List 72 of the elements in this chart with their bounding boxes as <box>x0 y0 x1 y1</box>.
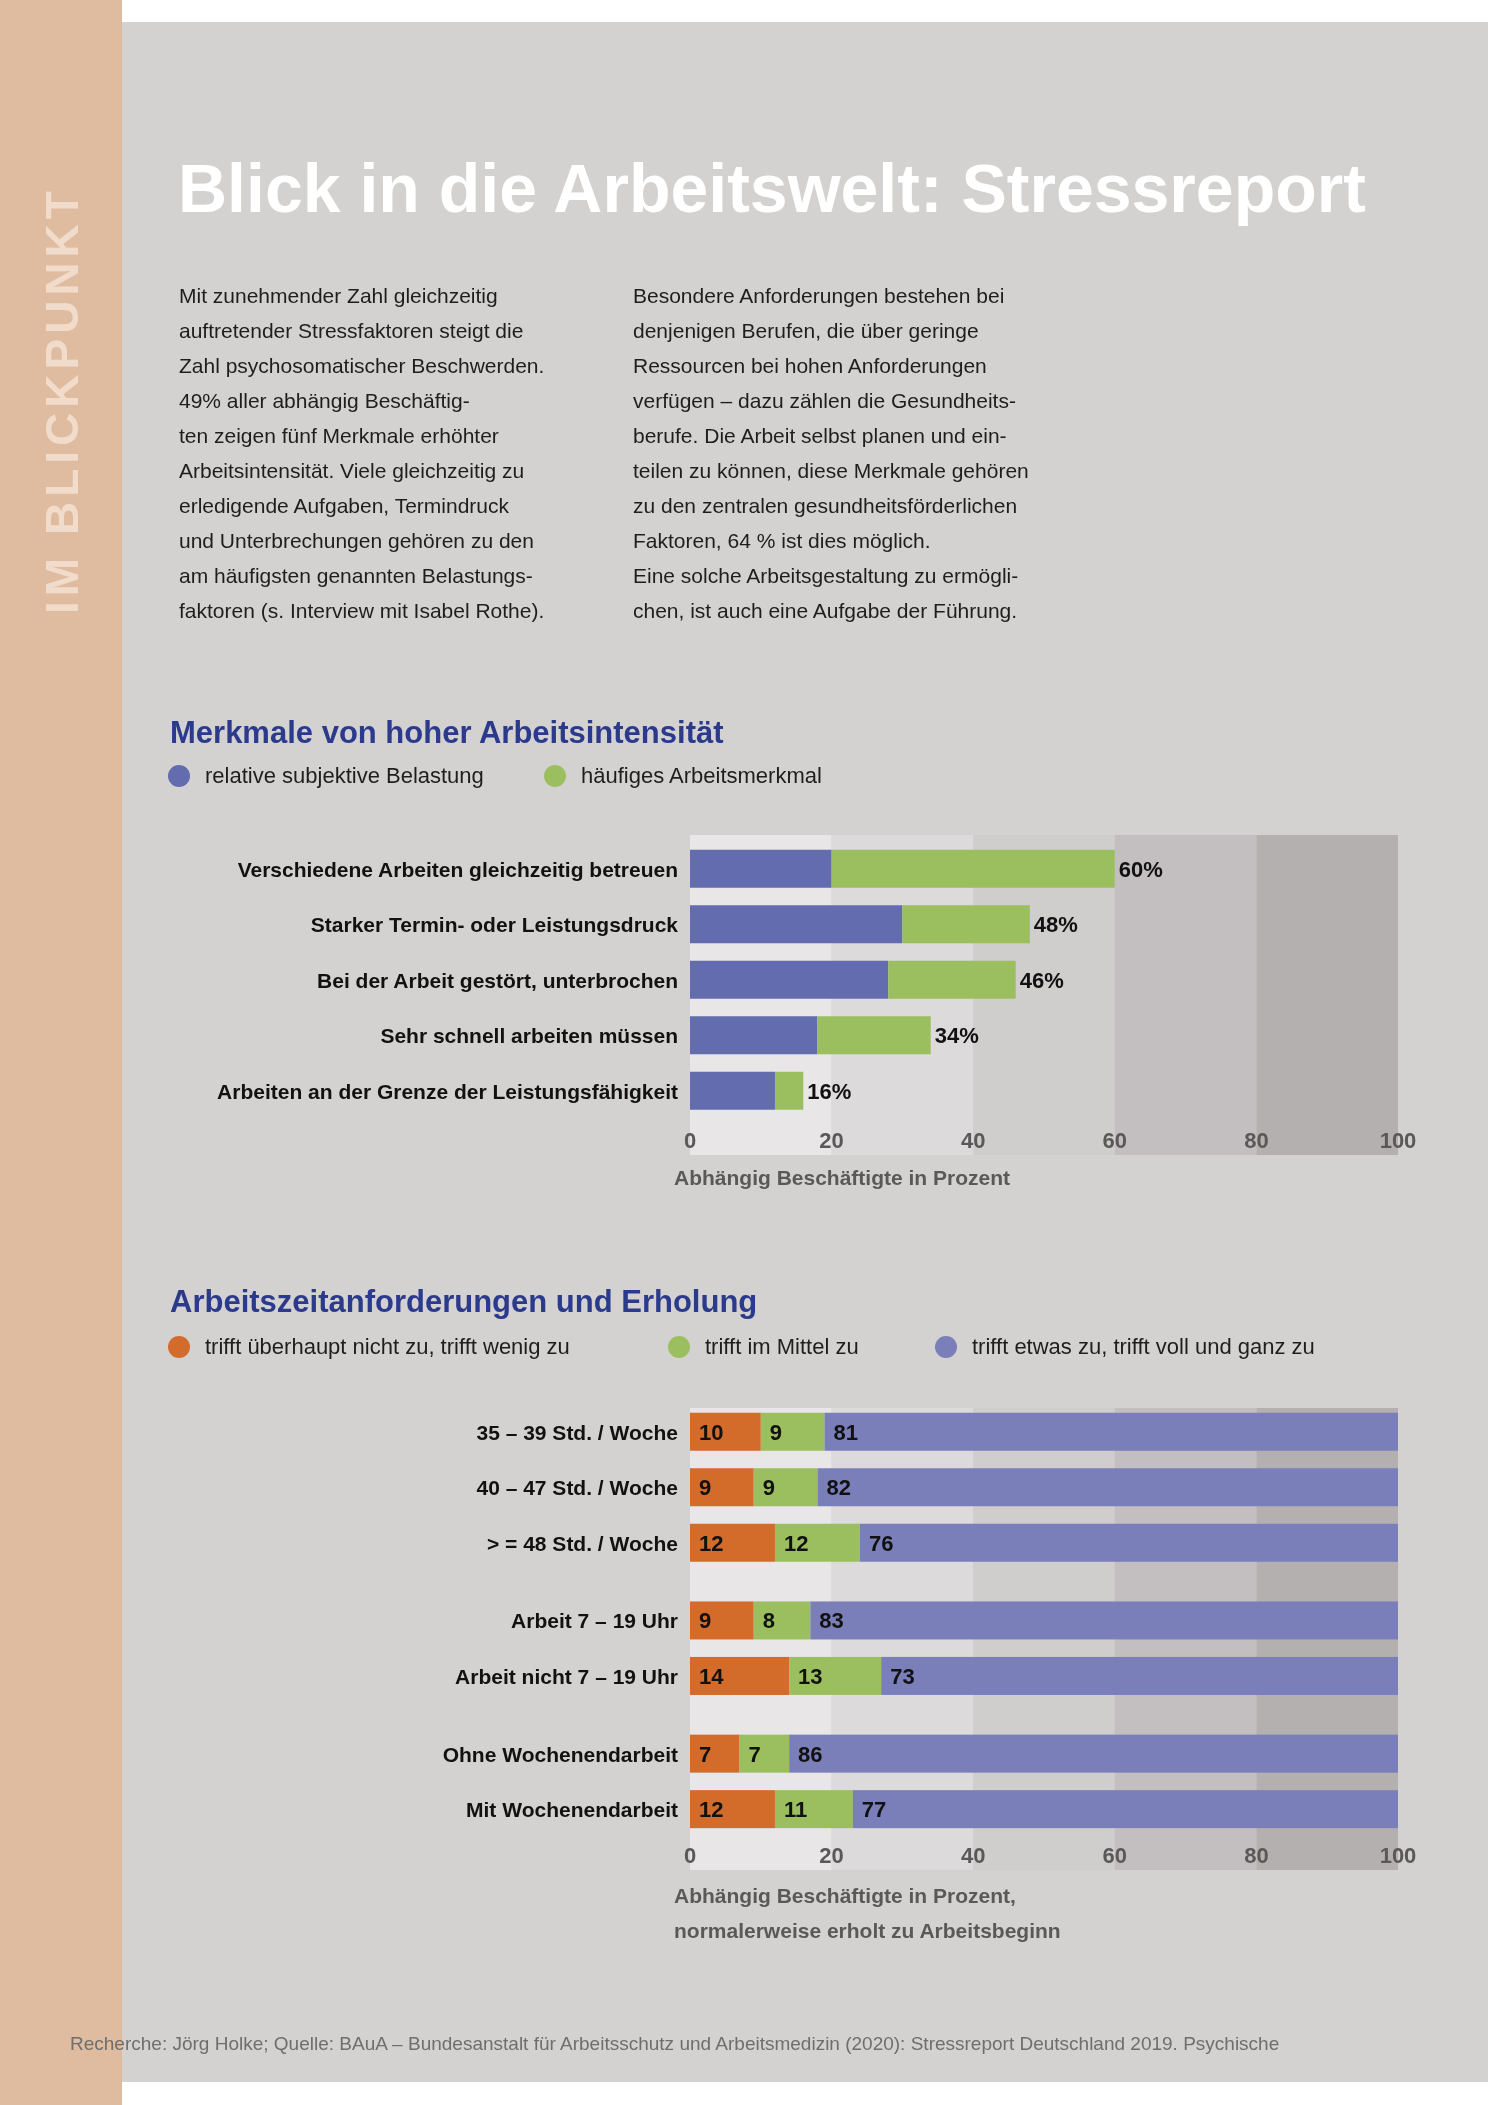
y-tick-label: > = 48 Std. / Woche <box>486 1531 678 1555</box>
data-label: 9 <box>699 1608 712 1634</box>
x-tick-label: 60 <box>1102 1128 1128 1153</box>
bar <box>902 905 1030 944</box>
y-tick-label: Arbeit nicht 7 – 19 Uhr <box>455 1664 678 1688</box>
data-label: 12 <box>783 1530 809 1556</box>
x-tick-label: 0 <box>683 1128 697 1153</box>
bar <box>817 1016 931 1055</box>
bar <box>690 1071 775 1110</box>
legend-label: trifft im Mittel zu <box>705 1334 859 1359</box>
y-tick-label: Arbeit 7 – 19 Uhr <box>511 1609 678 1633</box>
data-label: 77 <box>861 1797 887 1823</box>
x-tick-label: 60 <box>1102 1843 1128 1868</box>
chart-title: Merkmale von hoher Arbeitsintensität <box>170 715 724 750</box>
data-label: 7 <box>699 1741 712 1767</box>
data-label: 9 <box>762 1475 775 1501</box>
legend-label: relative subjektive Belastung <box>205 763 484 788</box>
y-tick-label: 35 – 39 Std. / Woche <box>476 1420 678 1444</box>
bar <box>690 849 832 888</box>
data-label: 8 <box>762 1608 775 1634</box>
x-axis-title: Abhängig Beschäftigte in Prozent, normalerweise erholt zu Arbeitsbeginn <box>674 1884 1061 1942</box>
data-label: 82 <box>826 1475 851 1501</box>
x-tick-label: 80 <box>1244 1843 1269 1868</box>
legend-label: häufiges Arbeitsmerkmal <box>581 763 822 788</box>
x-tick-label: 0 <box>683 1843 697 1868</box>
x-tick-label: 40 <box>960 1128 986 1153</box>
data-label: 13 <box>798 1663 823 1689</box>
data-label: 83 <box>819 1608 844 1634</box>
bar <box>774 1071 804 1110</box>
x-tick-label: 100 <box>1379 1128 1417 1153</box>
text: Recherche: Jörg Holke; Quelle: BAuA – Bundesanstalt für Arbeitsschutz und Arbeitsmedizin (2020): Stressreport Deutschland 2019. Psychische <box>70 2033 1280 2054</box>
bar <box>690 905 903 944</box>
y-tick-label: Verschiedene Arbeiten gleichzeitig betreuen <box>237 857 678 881</box>
data-label: 10 <box>699 1419 724 1445</box>
bar <box>690 960 889 999</box>
text: Mit zunehmender Zahl gleichzeitig auftretender Stressfaktoren steigt die Zahl psychosomatischer Beschwerden. 49% aller abhängig Beschäftig- ten zeigen fünf Merkmale erhöhter Arbeitsintensität. Viele gleichzeitig zu erledigende Aufgaben, Termindruck und Unterbrechungen gehören zu den am häufigsten genannten Belastungs- faktoren (s. Interview mit Isabel Rothe). <box>179 284 545 622</box>
data-label: 14 <box>699 1663 725 1689</box>
data-label: 7 <box>748 1741 761 1767</box>
y-tick-label: Ohne Wochenendarbeit <box>442 1742 678 1766</box>
data-label: 81 <box>833 1419 858 1445</box>
x-axis-title: Abhängig Beschäftigte in Prozent <box>674 1166 1011 1189</box>
y-tick-label: 40 – 47 Std. / Woche <box>476 1476 678 1500</box>
data-label: 9 <box>769 1419 783 1445</box>
y-tick-label: Bei der Arbeit gestört, unterbrochen <box>317 968 678 992</box>
chart-title: Arbeitszeitanforderungen und Erholung <box>170 1284 758 1319</box>
x-tick-label: 40 <box>960 1843 986 1868</box>
total-label: 34% <box>934 1023 979 1049</box>
text: Besondere Anforderungen bestehen bei denjenigen Berufen, die über geringe Ressourcen bei hohen Anforderungen verfügen – dazu zählen die Gesundheits- berufe. Die Arbeit selbst planen und ein- teilen zu können, diese Merkmale gehören zu den zentralen gesundheitsförderlichen Faktoren, 64 % ist dies möglich. Eine solche Arbeitsgestaltung zu ermögli- chen, ist auch eine Aufgabe der Führung. <box>633 284 1029 622</box>
data-label: 86 <box>798 1741 823 1767</box>
legend-label: trifft etwas zu, trifft voll und ganz zu <box>972 1334 1315 1359</box>
total-label: 60% <box>1118 856 1163 882</box>
data-label: 11 <box>783 1797 808 1823</box>
bar <box>690 1016 818 1055</box>
legend-label: trifft überhaupt nicht zu, trifft wenig zu <box>205 1334 570 1359</box>
data-label: 12 <box>699 1797 724 1823</box>
data-label: 9 <box>699 1475 712 1501</box>
data-label: 73 <box>890 1663 915 1689</box>
bar <box>831 849 1115 888</box>
y-tick-label: Starker Termin- oder Leistungsdruck <box>310 913 679 937</box>
x-tick-label: 20 <box>819 1843 844 1868</box>
y-tick-label: Arbeiten an der Grenze der Leistungsfähigkeit <box>217 1079 678 1103</box>
y-tick-label: Mit Wochenendarbeit <box>466 1798 678 1822</box>
x-tick-label: 20 <box>819 1128 844 1153</box>
x-tick-label: 80 <box>1244 1128 1269 1153</box>
x-tick-label: 100 <box>1379 1843 1417 1868</box>
data-label: 76 <box>868 1530 894 1556</box>
data-label: 12 <box>699 1530 724 1556</box>
bar <box>888 960 1016 999</box>
y-tick-label: Sehr schnell arbeiten müssen <box>380 1024 678 1048</box>
total-label: 46% <box>1019 967 1064 993</box>
total-label: 16% <box>807 1078 852 1104</box>
total-label: 48% <box>1033 912 1078 938</box>
